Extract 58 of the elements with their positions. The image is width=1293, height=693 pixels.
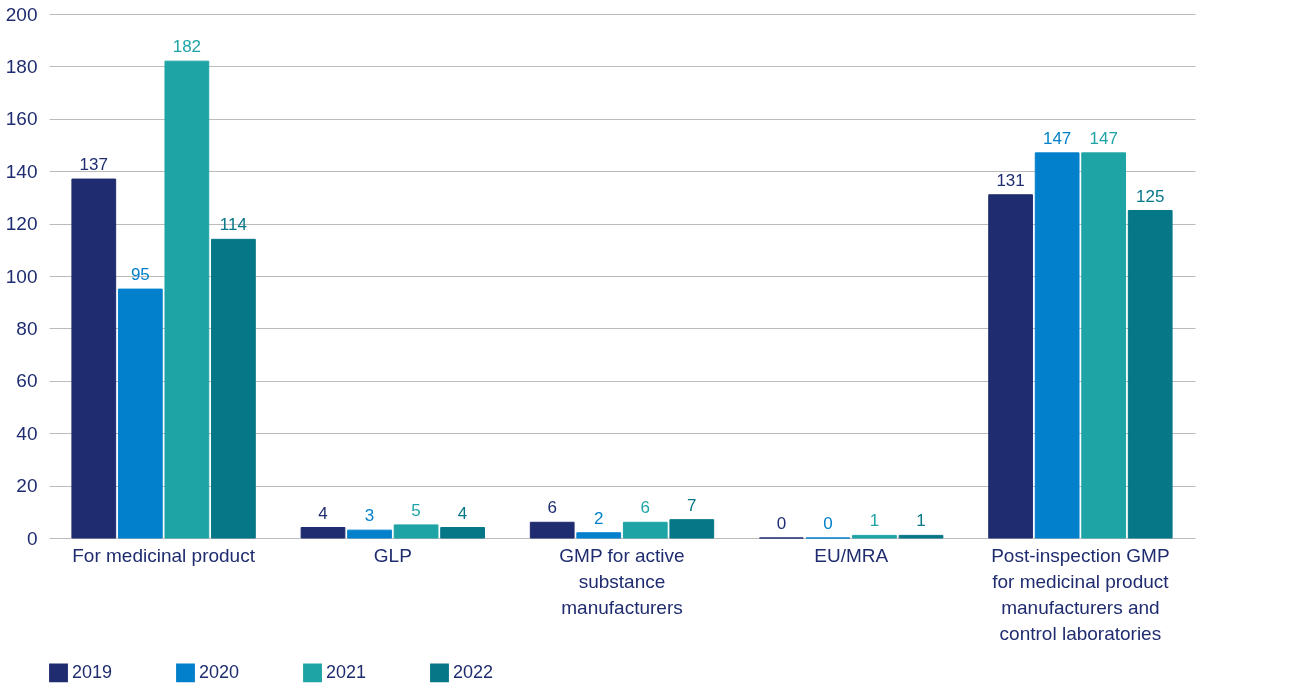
- legend-label: 2019: [72, 661, 113, 682]
- bar: [117, 288, 163, 539]
- data-label: 95: [130, 265, 150, 285]
- data-label: 7: [687, 495, 697, 515]
- legend-label: 2021: [326, 661, 367, 682]
- bar: [898, 534, 944, 539]
- data-label: 4: [318, 503, 328, 523]
- data-label: 1: [869, 511, 880, 531]
- data-label: 0: [823, 514, 833, 533]
- data-label: 147: [1042, 128, 1072, 148]
- bar: [71, 178, 117, 539]
- bar: [669, 519, 715, 539]
- y-tick-label: 160: [5, 108, 38, 130]
- data-label: 125: [1136, 186, 1165, 206]
- data-label: 6: [547, 498, 557, 518]
- legend-label: 2020: [199, 661, 240, 682]
- bar: [1127, 210, 1173, 539]
- data-label: 6: [640, 498, 650, 518]
- bar: [300, 527, 346, 539]
- y-tick-label: 120: [5, 213, 38, 235]
- data-label: 4: [457, 503, 468, 523]
- x-tick-label: GMP for active substance manufacturers: [559, 544, 685, 618]
- bar: [393, 524, 439, 539]
- data-label: 2: [594, 508, 604, 528]
- data-label: 182: [172, 37, 202, 57]
- bar: [1081, 152, 1127, 539]
- data-label: 131: [996, 170, 1025, 190]
- y-tick-label: 100: [5, 265, 38, 287]
- data-label: 1: [916, 511, 926, 531]
- y-tick-label: 40: [16, 422, 38, 444]
- data-label: 137: [79, 155, 108, 175]
- data-label: 3: [364, 506, 375, 526]
- bar: [164, 60, 210, 539]
- bar: [988, 194, 1033, 539]
- x-tick-label: Post-inspection GMP for medicinal product manufacturers and control laboratories: [991, 544, 1170, 644]
- y-tick-label: 180: [5, 55, 38, 77]
- bar: [347, 529, 392, 539]
- bar: [529, 521, 575, 539]
- y-tick-label: 0: [26, 527, 38, 549]
- bar: [1034, 152, 1080, 539]
- y-tick-label: 200: [5, 3, 38, 25]
- y-tick-label: 80: [16, 317, 38, 339]
- bar: [576, 532, 622, 539]
- y-tick-label: 20: [16, 475, 38, 497]
- bar: [852, 534, 897, 539]
- bar: [440, 527, 485, 539]
- bar: [622, 521, 668, 539]
- data-label: 114: [219, 215, 247, 235]
- y-tick-label: 60: [16, 370, 38, 392]
- bar: [211, 238, 256, 539]
- data-label: 147: [1089, 128, 1118, 148]
- y-tick-label: 140: [5, 160, 38, 182]
- x-tick-label: EU/MRA: [814, 544, 889, 566]
- data-label: 5: [411, 500, 421, 520]
- x-tick-label: GLP: [373, 544, 412, 566]
- x-tick-label: For medicinal product: [72, 544, 256, 566]
- data-label: 0: [776, 514, 787, 533]
- legend-label: 2022: [453, 661, 494, 682]
